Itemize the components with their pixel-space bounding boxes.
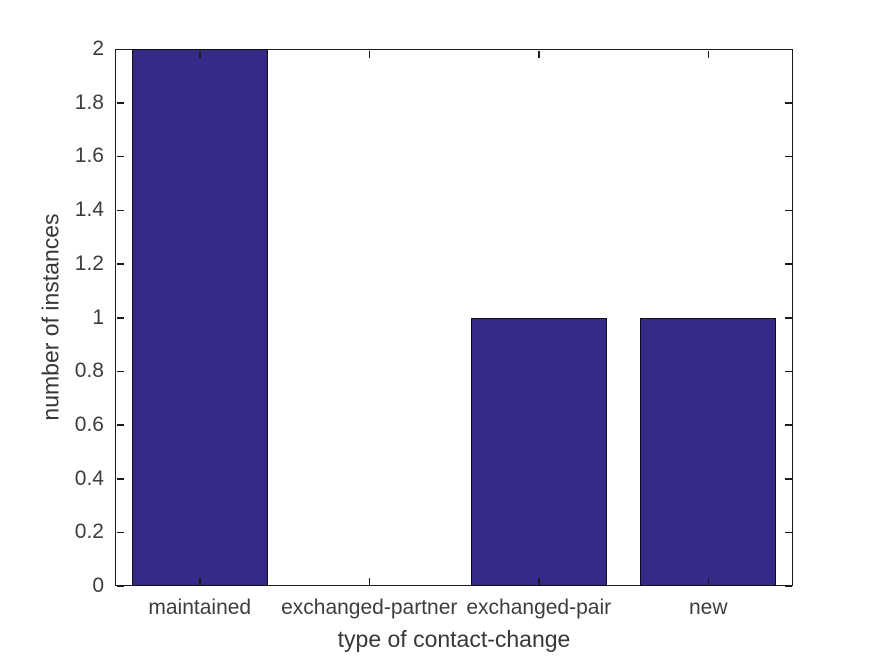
y-tick-label: 0.8 xyxy=(74,359,104,383)
x-tick xyxy=(368,577,371,585)
y-tick xyxy=(116,478,124,480)
plot-area xyxy=(115,49,793,586)
x-axis-label: type of contact-change xyxy=(337,626,571,652)
y-tick-label: 1 xyxy=(92,305,104,329)
y-tick-label: 0.6 xyxy=(74,412,104,436)
y-tick xyxy=(116,317,124,319)
y-tick xyxy=(116,102,124,104)
y-tick-label: 1.8 xyxy=(74,90,104,114)
y-tick-label: 2 xyxy=(92,37,104,60)
x-tick-label: new xyxy=(688,596,728,619)
x-tick-mirror xyxy=(199,50,201,58)
y-tick xyxy=(116,155,124,158)
x-tick-label: maintained xyxy=(148,596,252,619)
y-tick xyxy=(116,531,124,534)
y-tick-mirror xyxy=(784,263,792,265)
y-tick-mirror xyxy=(784,370,792,373)
y-tick-label: 1.2 xyxy=(74,251,104,275)
x-tick xyxy=(199,577,201,585)
y-tick xyxy=(116,263,124,265)
y-tick-mirror xyxy=(784,531,792,534)
x-tick-label: exchanged-partner xyxy=(281,596,458,619)
y-tick xyxy=(116,424,124,426)
bar-maintained xyxy=(131,49,268,586)
x-tick-mirror xyxy=(538,50,540,58)
bar-new xyxy=(640,317,777,586)
bar-exchanged-pair xyxy=(470,317,607,586)
y-tick-label: 1.4 xyxy=(74,198,104,222)
y-tick-mirror xyxy=(784,155,792,158)
y-tick-mirror xyxy=(784,48,792,50)
y-tick xyxy=(116,209,124,212)
y-tick-mirror xyxy=(784,317,792,319)
x-tick-label: exchanged-pair xyxy=(466,596,612,619)
y-tick xyxy=(116,370,124,373)
y-tick-label: 1.6 xyxy=(74,144,104,168)
y-tick-mirror xyxy=(784,585,792,587)
y-tick-mirror xyxy=(784,102,792,104)
y-tick xyxy=(116,585,124,587)
y-tick-mirror xyxy=(784,209,792,212)
x-tick-mirror xyxy=(707,50,710,58)
y-tick-mirror xyxy=(784,424,792,426)
y-tick-mirror xyxy=(784,478,792,480)
y-tick-label: 0 xyxy=(92,574,104,597)
y-tick-label: 0.2 xyxy=(74,520,104,544)
x-tick-mirror xyxy=(368,50,371,58)
x-tick xyxy=(538,577,540,585)
y-tick xyxy=(116,48,124,50)
x-tick xyxy=(707,577,710,585)
y-tick-label: 0.4 xyxy=(74,466,104,490)
